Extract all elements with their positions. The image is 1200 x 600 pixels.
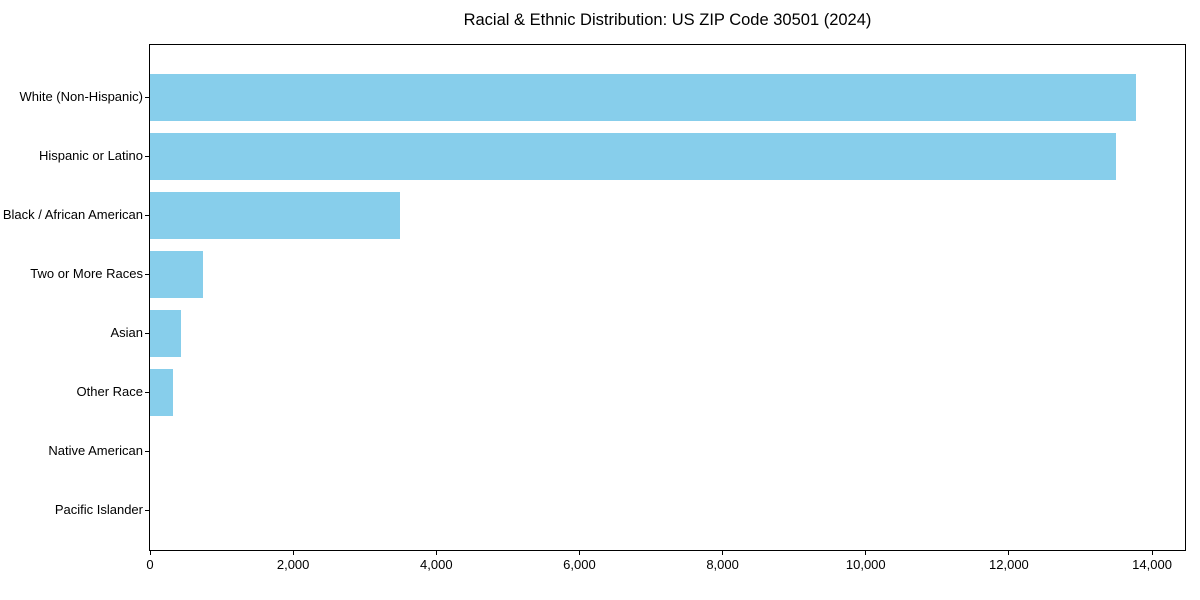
y-tick-mark xyxy=(145,451,149,452)
x-tick-label: 10,000 xyxy=(845,557,886,572)
x-tick-label: 6,000 xyxy=(563,557,596,572)
x-tick-mark xyxy=(1008,551,1010,555)
x-tick-mark xyxy=(1151,551,1153,555)
y-tick-label: Pacific Islander xyxy=(54,502,143,517)
x-tick-mark xyxy=(149,551,151,555)
x-tick-mark xyxy=(292,551,294,555)
x-tick-mark xyxy=(578,551,580,555)
x-tick-label: 2,000 xyxy=(276,557,310,572)
bar xyxy=(150,191,400,239)
y-tick-label: Two or More Races xyxy=(30,266,143,281)
plot-area xyxy=(149,44,1186,551)
y-tick-mark xyxy=(145,333,149,334)
y-tick-mark xyxy=(145,392,149,393)
y-tick-label: Asian xyxy=(110,325,143,340)
y-tick-mark xyxy=(145,215,149,216)
bar xyxy=(150,250,203,298)
x-tick-mark xyxy=(435,551,437,555)
x-tick-mark xyxy=(722,551,724,555)
x-tick-label: 12,000 xyxy=(989,557,1029,572)
y-tick-label: Native American xyxy=(48,443,143,458)
chart-title: Racial & Ethnic Distribution: US ZIP Cod… xyxy=(463,11,872,29)
bar xyxy=(150,368,173,416)
x-tick-label: 8,000 xyxy=(706,557,739,572)
y-tick-mark xyxy=(145,274,149,275)
bar xyxy=(150,73,1136,121)
x-tick-label: 0 xyxy=(146,557,154,572)
y-tick-label: Hispanic or Latino xyxy=(38,148,143,163)
y-tick-label: White (Non-Hispanic) xyxy=(19,89,143,104)
x-tick-label: 4,000 xyxy=(420,557,453,572)
y-tick-mark xyxy=(145,510,149,511)
bar xyxy=(150,309,181,357)
bar xyxy=(150,132,1116,180)
x-tick-mark xyxy=(865,551,867,555)
x-tick-label: 14,000 xyxy=(1132,557,1172,572)
y-tick-label: Black / African American xyxy=(2,207,143,222)
y-tick-mark xyxy=(145,156,149,157)
y-tick-mark xyxy=(145,97,149,98)
y-tick-label: Other Race xyxy=(76,384,143,399)
